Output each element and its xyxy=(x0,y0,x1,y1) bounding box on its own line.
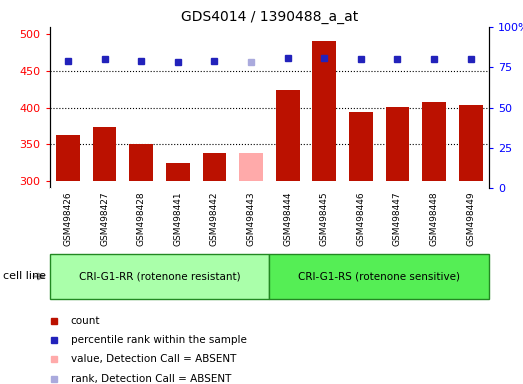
Text: percentile rank within the sample: percentile rank within the sample xyxy=(71,335,247,345)
Text: GSM498426: GSM498426 xyxy=(63,192,73,246)
Text: GSM498427: GSM498427 xyxy=(100,192,109,246)
Bar xyxy=(129,144,153,181)
Title: GDS4014 / 1390488_a_at: GDS4014 / 1390488_a_at xyxy=(181,10,358,25)
Text: GSM498442: GSM498442 xyxy=(210,192,219,246)
Text: GSM498428: GSM498428 xyxy=(137,192,146,246)
FancyBboxPatch shape xyxy=(269,254,489,299)
Text: GSM498446: GSM498446 xyxy=(356,192,366,246)
Text: GSM498443: GSM498443 xyxy=(246,192,256,246)
Bar xyxy=(93,127,117,181)
Text: GSM498445: GSM498445 xyxy=(320,192,329,246)
Bar xyxy=(312,41,336,181)
Bar xyxy=(202,153,226,181)
Text: GSM498444: GSM498444 xyxy=(283,192,292,246)
Text: cell line: cell line xyxy=(3,271,46,281)
Bar xyxy=(276,90,300,181)
Text: CRI-G1-RS (rotenone sensitive): CRI-G1-RS (rotenone sensitive) xyxy=(298,271,460,281)
Bar xyxy=(166,163,190,181)
Text: CRI-G1-RR (rotenone resistant): CRI-G1-RR (rotenone resistant) xyxy=(78,271,241,281)
Bar xyxy=(459,104,483,181)
Bar xyxy=(422,103,446,181)
Bar xyxy=(56,136,80,181)
Bar xyxy=(385,107,410,181)
FancyBboxPatch shape xyxy=(50,254,269,299)
Text: rank, Detection Call = ABSENT: rank, Detection Call = ABSENT xyxy=(71,374,231,384)
Text: GSM498441: GSM498441 xyxy=(173,192,183,246)
Text: count: count xyxy=(71,316,100,326)
Text: GSM498447: GSM498447 xyxy=(393,192,402,246)
Bar xyxy=(239,153,263,181)
Text: value, Detection Call = ABSENT: value, Detection Call = ABSENT xyxy=(71,354,236,364)
Bar xyxy=(349,112,373,181)
Text: GSM498448: GSM498448 xyxy=(429,192,439,246)
Text: GSM498449: GSM498449 xyxy=(466,192,475,246)
